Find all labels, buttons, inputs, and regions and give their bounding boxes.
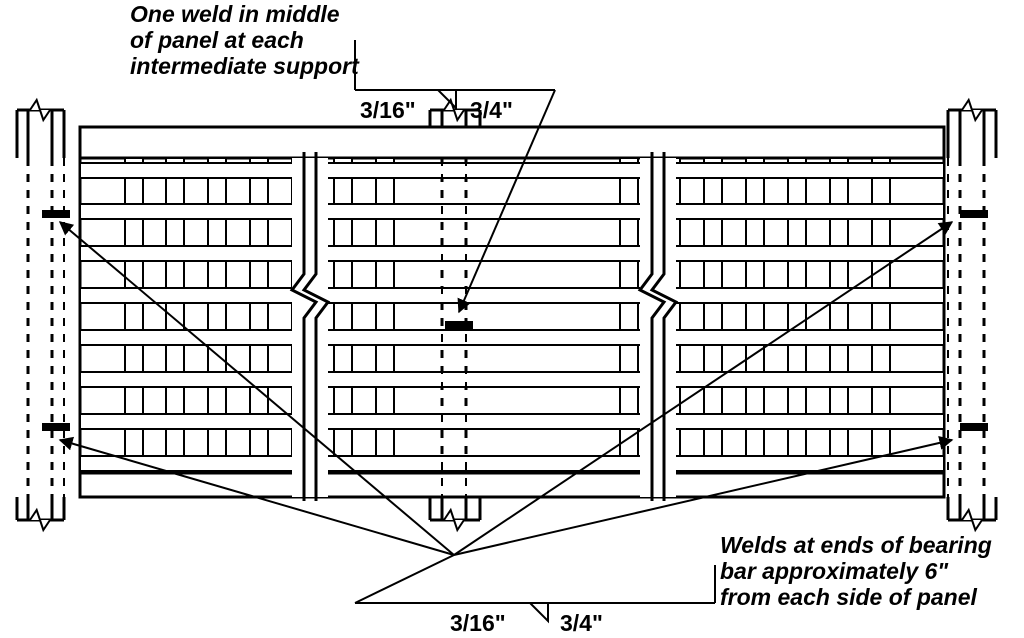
top-callout-line: One weld in middle [130, 1, 340, 27]
weld-size-top-right: 3/4" [470, 97, 513, 123]
bottom-callout-line: bar approximately 6" [720, 558, 949, 584]
top-callout-line: of panel at each [130, 27, 304, 53]
top-callout-line: intermediate support [130, 53, 360, 79]
weld-size-top-left: 3/16" [360, 97, 416, 123]
bottom-callout-line: Welds at ends of bearing [720, 532, 992, 558]
weld-size-bottom-left: 3/16" [450, 610, 506, 636]
weld-mark [960, 423, 988, 431]
weld-mark [445, 321, 473, 329]
weld-size-bottom-right: 3/4" [560, 610, 603, 636]
weld-mark [960, 210, 988, 218]
weld-mark [42, 423, 70, 431]
bottom-callout-line: from each side of panel [720, 584, 978, 610]
weld-mark [42, 210, 70, 218]
grating-weld-diagram: One weld in middleof panel at eachinterm… [0, 0, 1024, 638]
